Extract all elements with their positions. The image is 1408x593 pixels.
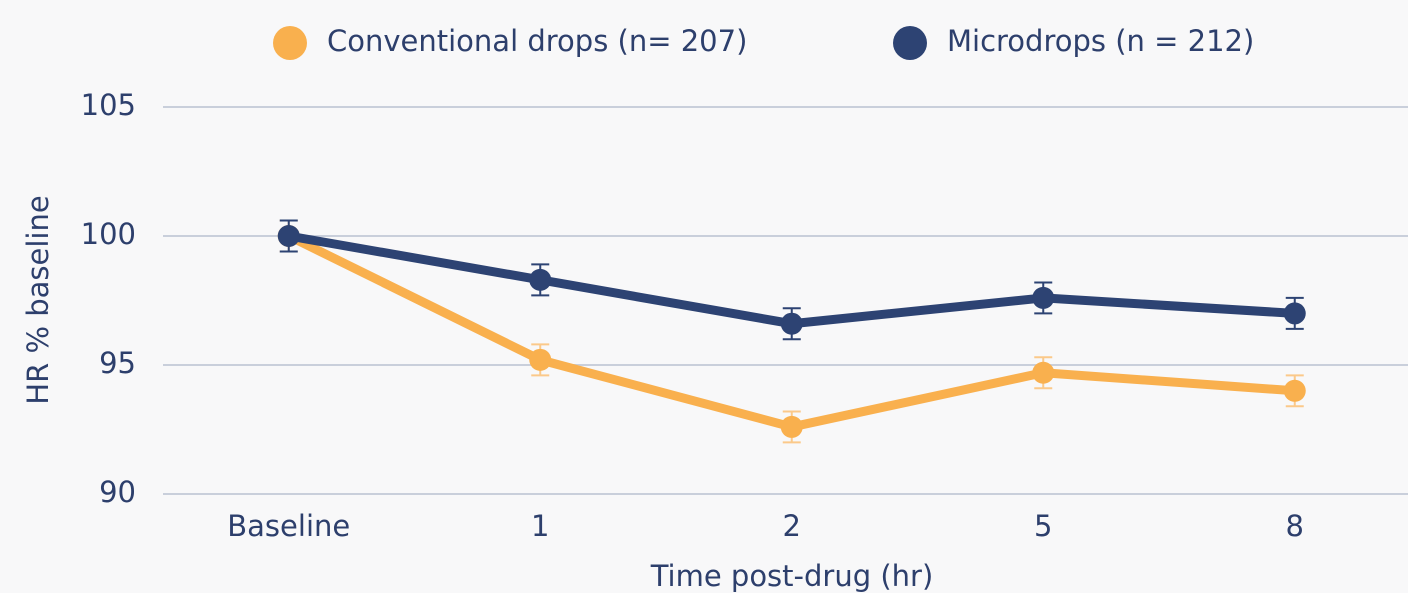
x-tick-label: 5 [1034, 509, 1052, 543]
point [529, 268, 552, 291]
legend-swatch [273, 26, 307, 60]
point [1283, 302, 1306, 325]
point [529, 348, 552, 371]
point [1283, 379, 1306, 402]
y-tick-label: 95 [99, 346, 136, 380]
x-axis-label: Time post-drug (hr) [650, 559, 934, 593]
point [780, 312, 803, 335]
point [277, 225, 300, 247]
y-tick-label: 105 [81, 88, 136, 122]
y-tick-label: 100 [81, 217, 136, 251]
x-tick-label: Baseline [227, 509, 350, 543]
point [780, 415, 803, 438]
legend-label: Microdrops (n = 212) [947, 24, 1254, 58]
legend-label: Conventional drops (n= 207) [327, 24, 747, 58]
x-tick-label: 2 [783, 509, 801, 543]
point [1032, 286, 1055, 309]
legend-swatch [893, 26, 927, 60]
x-tick-label: 1 [531, 509, 549, 543]
y-tick-label: 90 [99, 475, 136, 509]
x-tick-label: 8 [1286, 509, 1304, 543]
y-axis-label: HR % baseline [21, 195, 55, 404]
point [1032, 361, 1055, 384]
